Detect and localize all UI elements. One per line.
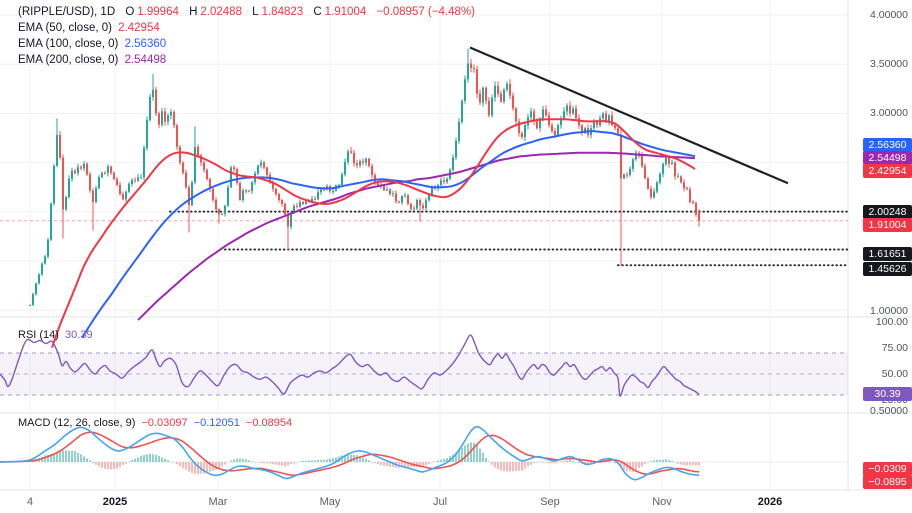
time-axis-label: 2025 (102, 496, 128, 508)
time-axis-label: May (319, 496, 341, 508)
macd-signal-value: −0.08954 (245, 417, 293, 429)
rsi-line[interactable] (0, 334, 700, 397)
ema200-legend[interactable]: EMA (200, close, 0) 2.54498 (18, 54, 166, 66)
change-value: −0.08957 (−4.48%) (376, 6, 475, 18)
price-badge: −0.0895 (863, 475, 912, 489)
trendline[interactable] (469, 46, 789, 185)
price-badge: 30.39 (863, 387, 912, 401)
time-axis-label: 2026 (757, 496, 783, 508)
ema100-line[interactable] (81, 130, 696, 339)
symbol-title: (RIPPLE/USD), 1D (18, 6, 116, 18)
ema200-line[interactable] (137, 151, 696, 321)
macd-line[interactable] (0, 425, 700, 481)
price-badge: 1.91004 (863, 218, 912, 232)
rsi-label: RSI (14) (18, 329, 59, 341)
ohlc-close: C 1.91004 (313, 6, 367, 18)
support-level-lines[interactable] (169, 210, 849, 267)
price-axis-label: 3.50000 (870, 58, 908, 70)
price-badge: 2.00248 (863, 205, 912, 219)
price-badge: 2.42954 (863, 164, 912, 178)
macd-hist-value: −0.03097 (141, 417, 188, 429)
price-axis-label: 0.50000 (870, 405, 908, 417)
panel-dividers (0, 0, 912, 491)
ema50-line[interactable] (51, 118, 696, 348)
time-axis-label: Sep (540, 496, 560, 508)
price-badge: 2.56360 (863, 138, 912, 152)
rsi-panel (0, 334, 848, 397)
ohlc-open: O 1.99964 (125, 6, 179, 18)
price-axis-label: 50.00 (881, 368, 908, 380)
time-axis-label: Nov (652, 496, 672, 508)
symbol-legend[interactable]: (RIPPLE/USD), 1D O 1.99964 H 2.02488 L 1.84… (18, 6, 475, 18)
price-badge: −0.0309 (863, 462, 912, 476)
ema100-label: EMA (100, close, 0) (18, 38, 119, 50)
price-axis-label: 3.00000 (870, 107, 908, 119)
macd-line-value: −0.12051 (193, 417, 240, 429)
rsi-legend[interactable]: RSI (14) 30.39 (18, 329, 93, 341)
price-axis-label: 4.00000 (870, 9, 908, 21)
ema50-value: 2.42954 (118, 22, 160, 34)
ema50-legend[interactable]: EMA (50, close, 0) 2.42954 (18, 22, 160, 34)
time-axis-label: Jul (432, 496, 448, 508)
ohlc-low: L 1.84823 (252, 6, 304, 18)
macd-legend[interactable]: MACD (12, 26, close, 9) −0.03097 −0.1205… (18, 417, 292, 429)
price-axis-label: 100.00 (875, 316, 908, 328)
ohlc-high: H 2.02488 (189, 6, 242, 18)
ema200-value: 2.54498 (124, 54, 167, 66)
price-badge: 1.61651 (863, 247, 912, 261)
ema50-label: EMA (50, close, 0) (18, 22, 112, 34)
rsi-value: 30.39 (65, 329, 93, 341)
macd-signal-line[interactable] (0, 431, 700, 477)
ema100-value: 2.56360 (124, 38, 167, 50)
price-axis-label: 75.00 (881, 342, 908, 354)
price-badge: 2.54498 (863, 151, 912, 165)
time-axis-label: 4 (26, 496, 34, 508)
ema100-legend[interactable]: EMA (100, close, 0) 2.56360 (18, 38, 166, 50)
ema200-label: EMA (200, close, 0) (18, 54, 119, 66)
price-axis-label: 1.00000 (870, 305, 908, 317)
time-axis-label: Mar (208, 496, 228, 508)
price-badge: 1.45626 (863, 262, 912, 276)
macd-label: MACD (12, 26, close, 9) (18, 417, 136, 429)
